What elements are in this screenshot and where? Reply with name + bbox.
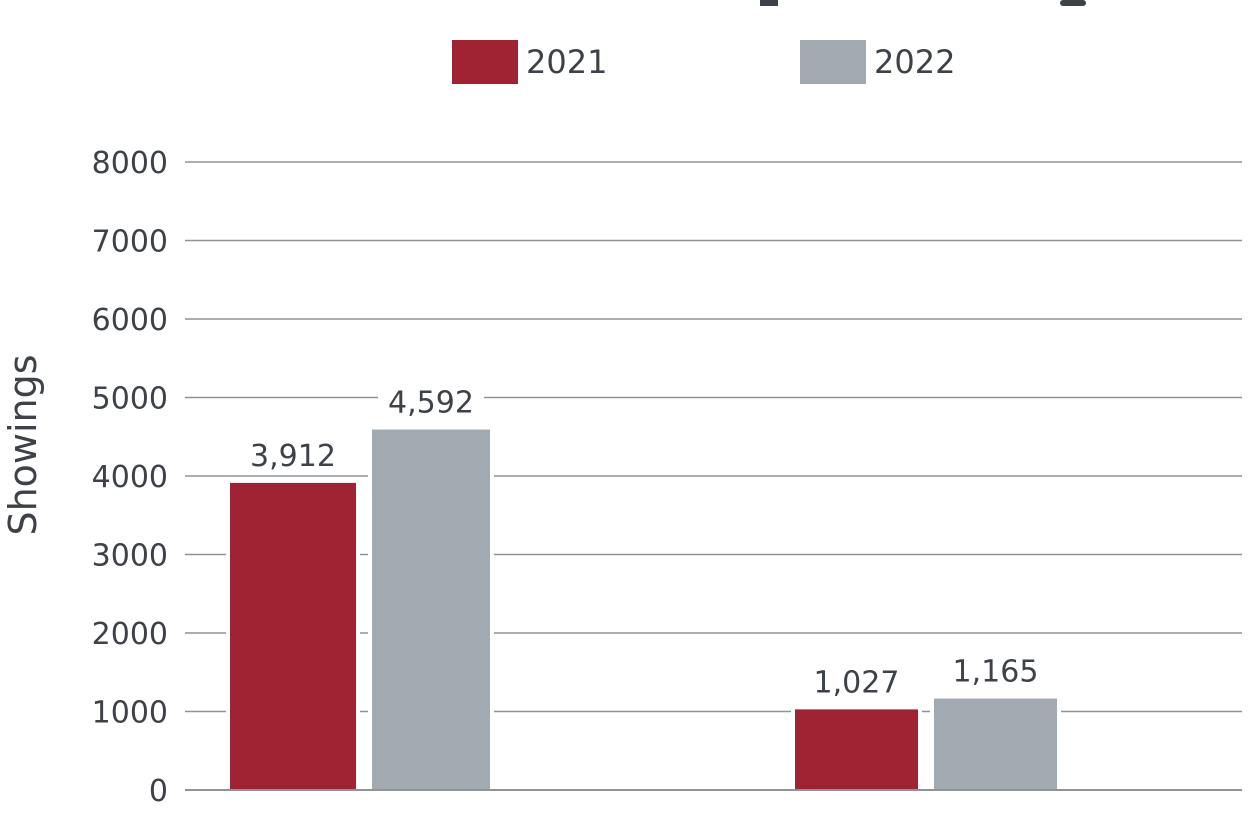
data-label-bg — [803, 663, 910, 702]
y-tick-label-2000: 2000 — [92, 617, 168, 652]
data-label-bg — [378, 383, 484, 422]
chart-title-cropped — [760, 0, 1086, 6]
data-labels: 3,912 4,592 1,027 1,165 — [240, 383, 1049, 702]
data-label-bg — [942, 652, 1049, 691]
bar-2022-0 — [372, 429, 490, 789]
data-label-2021-0: 3,912 — [250, 439, 336, 474]
legend-label-2022: 2022 — [874, 43, 955, 81]
bar-2022-1 — [934, 698, 1057, 789]
data-label-2021-1: 1,027 — [814, 665, 900, 700]
legend-label-2021: 2021 — [526, 43, 607, 81]
data-label-2022-1: 1,165 — [953, 655, 1039, 690]
y-axis-ticks: 0 1000 2000 3000 4000 5000 6000 7000 8000 — [92, 146, 168, 809]
y-axis-title: Showings — [1, 354, 45, 535]
legend-swatch-2021 — [452, 40, 518, 84]
bars — [226, 425, 1061, 789]
y-tick-label-3000: 3000 — [92, 539, 168, 574]
title-stroke-2 — [1060, 0, 1086, 6]
y-tick-label-5000: 5000 — [92, 382, 168, 417]
data-label-bg — [240, 436, 346, 475]
y-tick-label-7000: 7000 — [92, 225, 168, 260]
bar-2021-0 — [230, 482, 356, 789]
y-tick-label-8000: 8000 — [92, 146, 168, 181]
y-tick-label-4000: 4000 — [92, 460, 168, 495]
bar-2021-1 — [795, 709, 918, 789]
legend-swatch-2022 — [800, 40, 866, 84]
title-stroke-1 — [760, 0, 778, 6]
y-tick-label-6000: 6000 — [92, 303, 168, 338]
y-tick-label-1000: 1000 — [92, 696, 168, 731]
y-tick-label-0: 0 — [149, 774, 168, 809]
data-label-2022-0: 4,592 — [388, 386, 474, 421]
legend: 2021 2022 — [452, 40, 955, 84]
grid-lines — [185, 161, 1242, 791]
